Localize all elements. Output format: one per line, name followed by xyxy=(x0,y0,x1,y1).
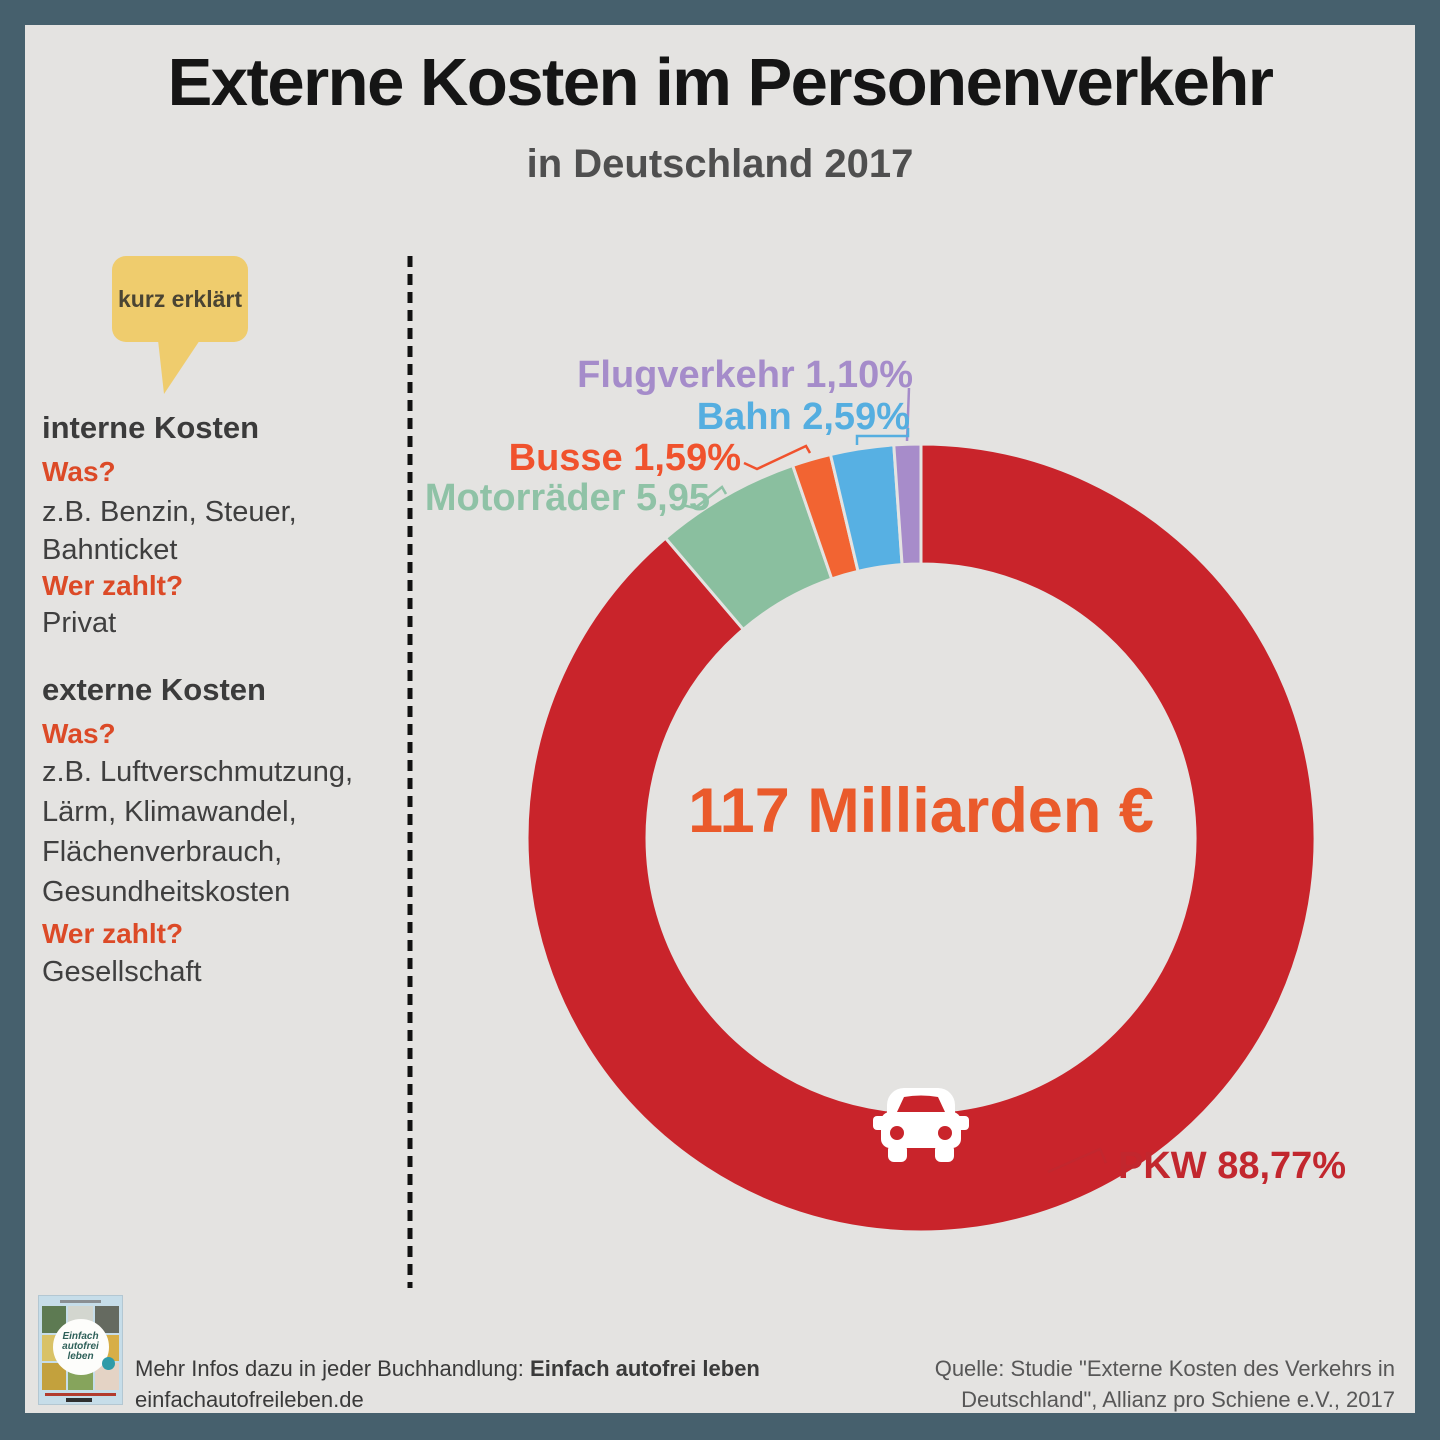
book-author-bar xyxy=(60,1300,101,1303)
speech-bubble-tail-icon xyxy=(158,340,200,394)
donut-center-value: 117 Milliarden € xyxy=(688,776,1154,846)
footer-website: einfachautofreileben.de xyxy=(135,1387,364,1412)
external-costs-heading: externe Kosten xyxy=(42,672,266,707)
book-subtitle-bar xyxy=(45,1393,116,1396)
book-title-circle: Einfach autofrei leben xyxy=(52,1318,109,1375)
book-badge-icon xyxy=(102,1357,115,1370)
external-costs-what-line3: Flächenverbrauch, xyxy=(42,836,283,868)
footer-info-prefix: Mehr Infos dazu in jeder Buchhandlung: xyxy=(135,1356,531,1381)
internal-costs-what-label: Was? xyxy=(42,456,116,487)
external-costs-what-line2: Lärm, Klimawandel, xyxy=(42,796,297,828)
speech-bubble-label: kurz erklärt xyxy=(117,285,242,312)
footer-info-book-title: Einfach autofrei leben xyxy=(530,1356,760,1381)
internal-costs-heading: interne Kosten xyxy=(42,410,260,445)
footer-info-line: Mehr Infos dazu in jeder Buchhandlung: E… xyxy=(135,1356,760,1382)
book-publisher-logo xyxy=(66,1398,92,1402)
external-costs-what-label: Was? xyxy=(42,718,116,749)
page-title: Externe Kosten im Personenverkehr xyxy=(167,45,1274,120)
page-subtitle: in Deutschland 2017 xyxy=(526,142,914,186)
source-line2: Deutschland", Allianz pro Schiene e.V., … xyxy=(961,1387,1395,1412)
segment-label-motorraeder: Motorräder 5,95 xyxy=(424,477,710,519)
page-background xyxy=(25,25,1415,1413)
internal-costs-who-value: Privat xyxy=(42,607,117,639)
external-costs-who-label: Wer zahlt? xyxy=(42,918,184,949)
segment-label-busse: Busse 1,59% xyxy=(508,437,741,479)
external-costs-what-line4: Gesundheitskosten xyxy=(42,876,291,908)
segment-label-pkw: PKW 88,77% xyxy=(1118,1145,1347,1187)
internal-costs-what-line1: z.B. Benzin, Steuer, xyxy=(42,496,297,528)
book-cover: Einfach autofrei leben xyxy=(38,1295,123,1405)
source-line1: Quelle: Studie "Externe Kosten des Verke… xyxy=(934,1356,1395,1381)
segment-label-bahn: Bahn 2,59% xyxy=(696,396,910,438)
speech-bubble: kurz erklärt xyxy=(112,256,248,342)
external-costs-what-line1: z.B. Luftverschmutzung, xyxy=(42,756,354,788)
segment-label-flugverkehr: Flugverkehr 1,10% xyxy=(577,354,913,396)
internal-costs-what-line2: Bahnticket xyxy=(42,534,178,566)
internal-costs-who-label: Wer zahlt? xyxy=(42,570,184,601)
external-costs-who-value: Gesellschaft xyxy=(42,956,202,988)
